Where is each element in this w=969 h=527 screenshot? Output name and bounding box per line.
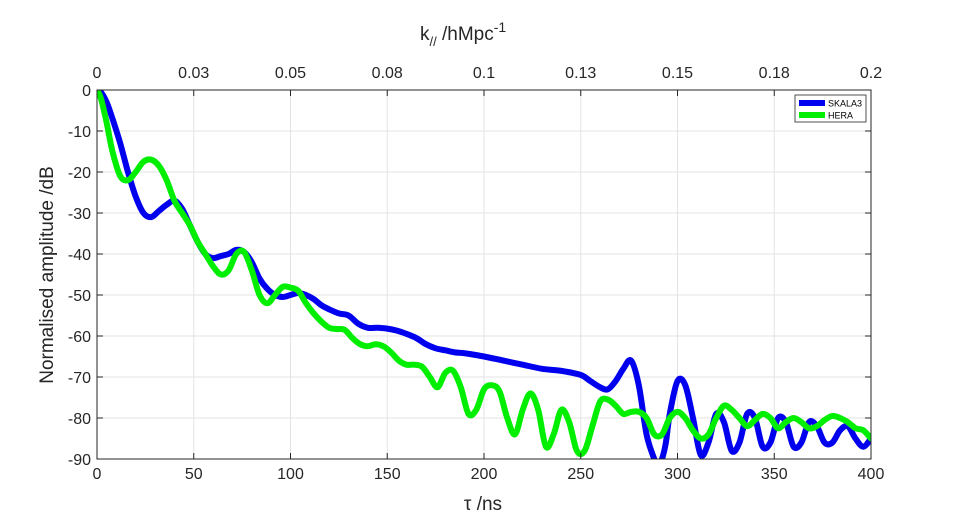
- x-tick-label: 250: [567, 466, 594, 483]
- y-tick-label: -70: [68, 370, 91, 387]
- legend: SKALA3 HERA: [794, 94, 867, 123]
- x-axis-title: τ /ns: [464, 494, 502, 515]
- y-axis-title: Normalised amplitude /dB: [37, 166, 58, 384]
- y-tick-label: -20: [68, 165, 91, 182]
- series-line-hera: [97, 90, 871, 458]
- x-tick-label: 0: [93, 466, 102, 483]
- series-layer: [97, 90, 871, 459]
- legend-label-skala3: SKALA3: [828, 99, 862, 109]
- x-tick-label: 400: [858, 466, 885, 483]
- top-x-tick-label: 0.05: [275, 65, 306, 82]
- top-axis-title-base: k: [420, 24, 430, 45]
- top-x-tick-label: 0.03: [178, 65, 209, 82]
- x-tick-label: 50: [185, 466, 203, 483]
- top-axis-title-superscript: -1: [494, 19, 507, 35]
- legend-label-hera: HERA: [828, 111, 853, 121]
- y-tick-label: -30: [68, 206, 91, 223]
- top-axis-title-mid: /hMpc: [437, 24, 494, 45]
- top-x-tick-label: 0: [93, 65, 102, 82]
- x-tick-label: 100: [277, 466, 304, 483]
- top-x-tick-label: 0.18: [759, 65, 790, 82]
- tick-labels: 0 50 100 150 200 250 300 350 400 0 0.03 0.05 0.08 0.1…: [68, 65, 885, 483]
- top-x-tick-label: 0.2: [860, 65, 882, 82]
- y-tick-label: -40: [68, 247, 91, 264]
- top-x-tick-label: 0.1: [473, 65, 495, 82]
- ticks: [96, 89, 872, 460]
- y-tick-label: -90: [68, 452, 91, 469]
- x-tick-label: 350: [761, 466, 788, 483]
- top-x-tick-label: 0.08: [372, 65, 403, 82]
- y-tick-label: -50: [68, 288, 91, 305]
- y-tick-label: 0: [82, 83, 91, 100]
- top-x-tick-label: 0.15: [662, 65, 693, 82]
- x-tick-label: 300: [664, 466, 691, 483]
- x-tick-label: 150: [374, 466, 401, 483]
- y-tick-label: -60: [68, 329, 91, 346]
- top-x-tick-label: 0.13: [565, 65, 596, 82]
- y-tick-label: -80: [68, 411, 91, 428]
- top-axis-title-subscript: //: [430, 34, 438, 49]
- y-tick-label: -10: [68, 124, 91, 141]
- x-tick-label: 200: [471, 466, 498, 483]
- top-axis-title: k// /hMpc-1: [420, 19, 506, 49]
